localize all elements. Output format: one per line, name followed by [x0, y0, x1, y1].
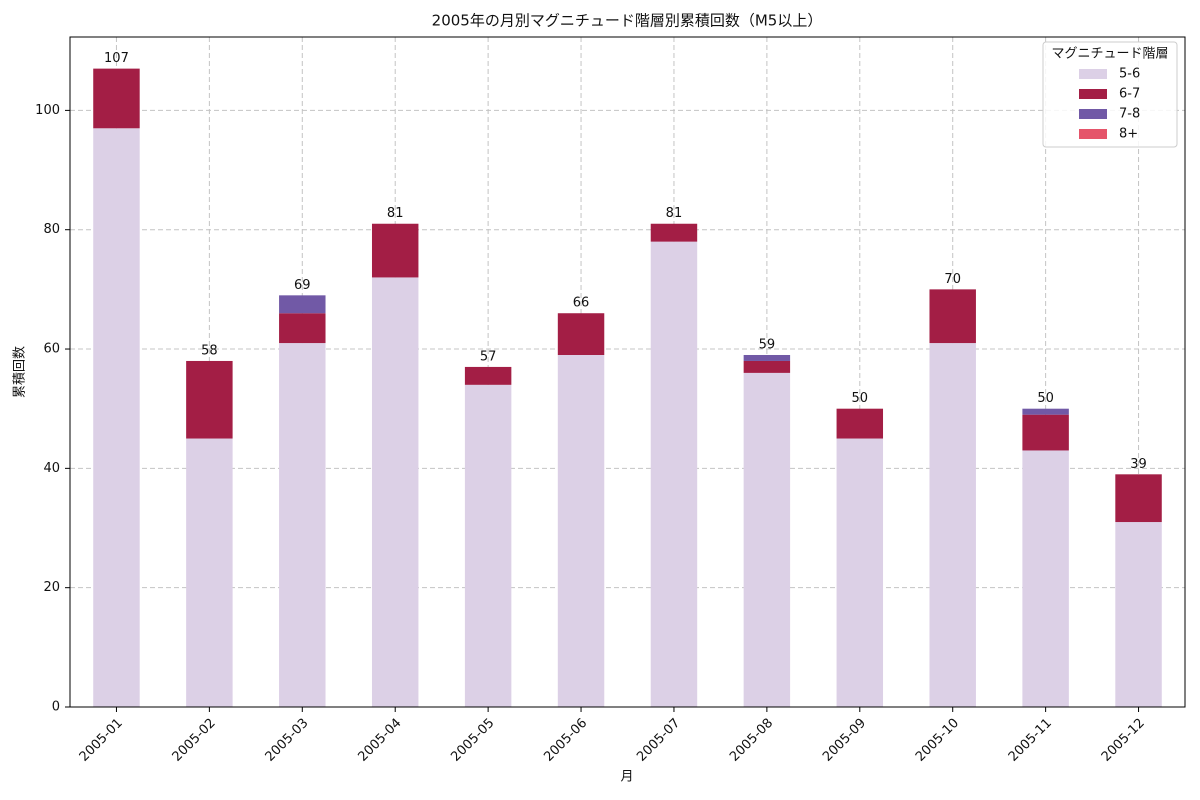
- x-tick-label: 2005-05: [448, 716, 497, 765]
- bar-segment: [279, 313, 326, 344]
- x-tick-label: 2005-02: [170, 716, 219, 765]
- x-tick-label: 2005-08: [727, 716, 776, 765]
- bar-segment: [93, 68, 140, 129]
- total-label: 57: [480, 349, 497, 364]
- bar-segment: [186, 360, 233, 439]
- total-label: 59: [759, 337, 776, 352]
- bar-segment: [93, 128, 140, 707]
- bar-segment: [743, 360, 791, 373]
- legend-title: マグニチュード階層: [1051, 47, 1168, 62]
- bar-segment: [371, 223, 419, 278]
- y-tick-label: 20: [43, 580, 60, 595]
- bar-segment: [279, 295, 326, 314]
- total-label: 69: [294, 278, 311, 293]
- y-tick-label: 60: [43, 342, 60, 357]
- y-tick-label: 100: [35, 103, 60, 118]
- x-tick-label: 2005-12: [1099, 716, 1148, 765]
- plot-frame: [69, 36, 1186, 708]
- total-label: 58: [201, 343, 218, 358]
- legend-swatch: [1079, 89, 1107, 99]
- total-label: 50: [852, 391, 869, 406]
- bar-segment: [743, 354, 791, 361]
- y-tick-label: 0: [52, 700, 60, 715]
- legend-swatch: [1079, 69, 1107, 79]
- legend-label: 5-6: [1119, 67, 1140, 82]
- total-label: 107: [104, 51, 129, 66]
- legend-label: 8+: [1119, 127, 1138, 142]
- x-tick-label: 2005-04: [355, 716, 404, 765]
- chart-title: 2005年の月別マグニチュード階層別累積回数（M5以上）: [432, 12, 823, 30]
- legend-swatch: [1079, 109, 1107, 119]
- x-tick-label: 2005-09: [820, 716, 869, 765]
- bar-segment: [1115, 474, 1162, 523]
- total-label: 39: [1130, 457, 1147, 472]
- x-tick-label: 2005-10: [913, 716, 962, 765]
- bar-segment: [650, 223, 698, 242]
- bar-segment: [557, 313, 605, 355]
- x-tick-label: 2005-01: [77, 716, 126, 765]
- x-tick-label: 2005-03: [263, 716, 312, 765]
- y-tick-label: 40: [43, 461, 60, 476]
- bar-segment: [186, 438, 233, 707]
- bar-segment: [929, 289, 976, 344]
- bar-segment: [1022, 408, 1069, 415]
- bar-segment: [464, 384, 512, 707]
- x-tick-label: 2005-07: [634, 716, 683, 765]
- total-label: 70: [944, 272, 961, 287]
- total-label: 81: [387, 206, 404, 221]
- x-axis-label: 月: [620, 770, 633, 785]
- bar-segment: [1022, 414, 1069, 451]
- bar-segment: [929, 343, 976, 707]
- legend-box: [1042, 41, 1178, 148]
- total-label: 50: [1037, 391, 1054, 406]
- total-label: 66: [573, 296, 590, 311]
- bar-segment: [650, 241, 698, 708]
- legend-label: 6-7: [1119, 87, 1140, 102]
- bar-segment: [371, 277, 419, 707]
- bar-segment: [1022, 450, 1069, 707]
- total-label: 81: [666, 206, 683, 221]
- bar-segment: [464, 366, 512, 385]
- bar-segment: [836, 408, 884, 439]
- y-tick-label: 80: [43, 222, 60, 237]
- bar-segment: [743, 372, 791, 707]
- x-tick-label: 2005-06: [541, 716, 590, 765]
- bar-segment: [1115, 522, 1162, 707]
- legend-label: 7-8: [1119, 107, 1140, 122]
- y-axis-label: 累積回数: [13, 346, 28, 398]
- x-tick-label: 2005-11: [1006, 716, 1055, 765]
- bar-segment: [279, 343, 326, 707]
- legend-swatch: [1079, 129, 1107, 139]
- bar-segment: [836, 438, 884, 707]
- bar-segment: [557, 354, 605, 707]
